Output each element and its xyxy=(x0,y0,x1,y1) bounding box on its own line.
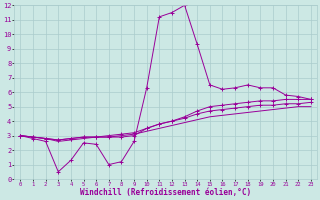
X-axis label: Windchill (Refroidissement éolien,°C): Windchill (Refroidissement éolien,°C) xyxy=(80,188,251,197)
